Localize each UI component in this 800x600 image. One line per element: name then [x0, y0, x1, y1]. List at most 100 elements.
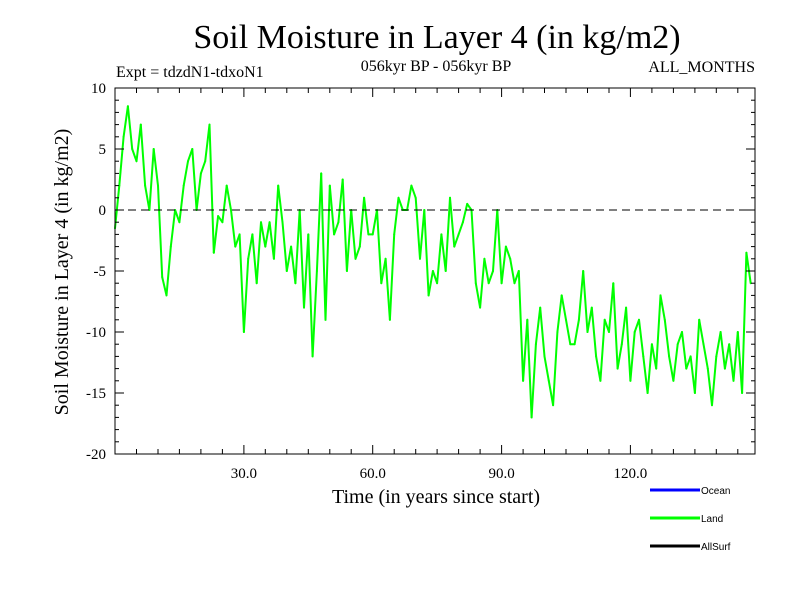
- chart-subtitle-left: Expt = tdzdN1-tdxoN1: [116, 64, 264, 81]
- plot-area: 30.0 60.0 90.0 120.0 -20 -15 -10 -5 0 5 10: [86, 81, 756, 482]
- land-series-segment: [689, 355, 696, 394]
- land-series-segment: [410, 184, 417, 199]
- land-series-segment: [414, 196, 421, 260]
- land-series-segment: [277, 184, 284, 224]
- land-series-segment: [268, 221, 275, 260]
- land-series-segment: [470, 209, 477, 285]
- land-series-segment: [114, 184, 121, 230]
- y-axis-ticks: -20 -15 -10 -5 0 5 10: [86, 81, 755, 463]
- land-series-segment: [681, 331, 688, 370]
- land-series-segment: [526, 318, 533, 419]
- land-series-segment: [393, 196, 400, 236]
- series-land-group: [114, 105, 752, 419]
- land-series-segment: [182, 160, 189, 187]
- land-series-segment: [620, 306, 628, 346]
- land-series-segment: [345, 209, 353, 272]
- land-series-segment: [663, 318, 671, 358]
- land-series-segment: [122, 105, 129, 138]
- land-series-segment: [118, 135, 125, 187]
- x-axis-label: Time (in years since start): [332, 486, 540, 508]
- land-series-segment: [492, 209, 499, 272]
- land-series-segment: [509, 257, 516, 285]
- land-series-segment: [388, 233, 396, 321]
- land-series-segment: [397, 196, 404, 211]
- land-series-segment: [298, 209, 305, 309]
- land-series-segment: [169, 209, 177, 248]
- y-tick-label: -10: [86, 325, 106, 341]
- land-series-segment: [255, 221, 262, 285]
- land-series-segment: [358, 196, 366, 248]
- land-series-segment: [543, 355, 550, 382]
- land-series-segment: [324, 184, 331, 321]
- legend-ocean-label: Ocean: [701, 486, 730, 497]
- land-series-segment: [333, 221, 340, 236]
- land-series-segment: [436, 233, 443, 285]
- land-series-segment: [646, 343, 653, 394]
- land-series-segment: [449, 196, 456, 248]
- land-series-segment: [380, 257, 387, 285]
- chart-title: Soil Moisture in Layer 4 (in kg/m2): [193, 19, 680, 56]
- land-series-segment: [199, 160, 207, 175]
- land-series-segment: [281, 221, 288, 272]
- land-series-segment: [251, 233, 258, 285]
- land-series-segment: [672, 343, 679, 382]
- land-series-segment: [144, 184, 151, 211]
- land-series-segment: [221, 184, 228, 224]
- land-series-segment: [311, 270, 318, 358]
- land-series-segment: [272, 184, 280, 260]
- land-series-segment: [745, 251, 752, 285]
- land-series-segment: [290, 245, 297, 285]
- land-series-segment: [178, 184, 185, 224]
- land-series-segment: [483, 257, 490, 285]
- land-series-segment: [599, 318, 606, 382]
- land-series-segment: [534, 306, 542, 346]
- land-series-segment: [376, 209, 383, 285]
- land-series-segment: [457, 221, 464, 236]
- land-series-segment: [350, 209, 357, 260]
- y-tick-label: -5: [94, 264, 107, 280]
- land-series-segment: [474, 282, 482, 309]
- land-series-segment: [165, 245, 172, 297]
- y-axis-label: Soil Moisture in Layer 4 (in kg/m2): [51, 129, 73, 416]
- land-series-segment: [440, 233, 447, 272]
- land-series-segment: [264, 221, 271, 248]
- x-tick-label: 60.0: [360, 466, 386, 482]
- x-tick-label: 120.0: [614, 466, 648, 482]
- chart-subtitle-center: 056kyr BP - 056kyr BP: [361, 58, 512, 75]
- land-series-segment: [668, 355, 675, 382]
- land-series-segment: [659, 294, 666, 321]
- land-series-segment: [208, 123, 215, 254]
- land-series-segment: [577, 270, 585, 321]
- land-series-segment: [260, 221, 267, 248]
- land-series-segment: [616, 343, 623, 370]
- land-series-segment: [328, 184, 336, 236]
- land-series-segment: [629, 331, 636, 382]
- land-series-segment: [582, 270, 589, 333]
- land-series-segment: [479, 257, 486, 309]
- land-series-segment: [539, 306, 546, 358]
- land-series-segment: [453, 233, 460, 248]
- land-series-segment: [427, 270, 434, 297]
- land-series-segment: [638, 318, 645, 358]
- land-series-segment: [157, 184, 164, 279]
- y-tick-label: -15: [86, 386, 106, 402]
- land-series-segment: [139, 123, 147, 187]
- land-series-segment: [423, 209, 430, 297]
- land-series-segment: [466, 202, 473, 211]
- land-series-segment: [715, 331, 722, 358]
- land-series-segment: [191, 148, 198, 211]
- legend-land-label: Land: [701, 514, 723, 525]
- legend-allsurf-label: AllSurf: [701, 542, 731, 553]
- land-series-segment: [487, 270, 494, 285]
- land-series-segment: [595, 355, 602, 382]
- land-series-segment: [496, 209, 503, 285]
- land-series-segment: [608, 282, 615, 333]
- land-series-segment: [625, 306, 632, 382]
- land-series-segment: [126, 105, 134, 150]
- land-series-segment: [152, 148, 159, 187]
- land-series-segment: [560, 294, 567, 321]
- chart-subtitle-right: ALL_MONTHS: [648, 59, 755, 76]
- land-series-segment: [655, 294, 662, 370]
- land-series-segment: [238, 233, 245, 333]
